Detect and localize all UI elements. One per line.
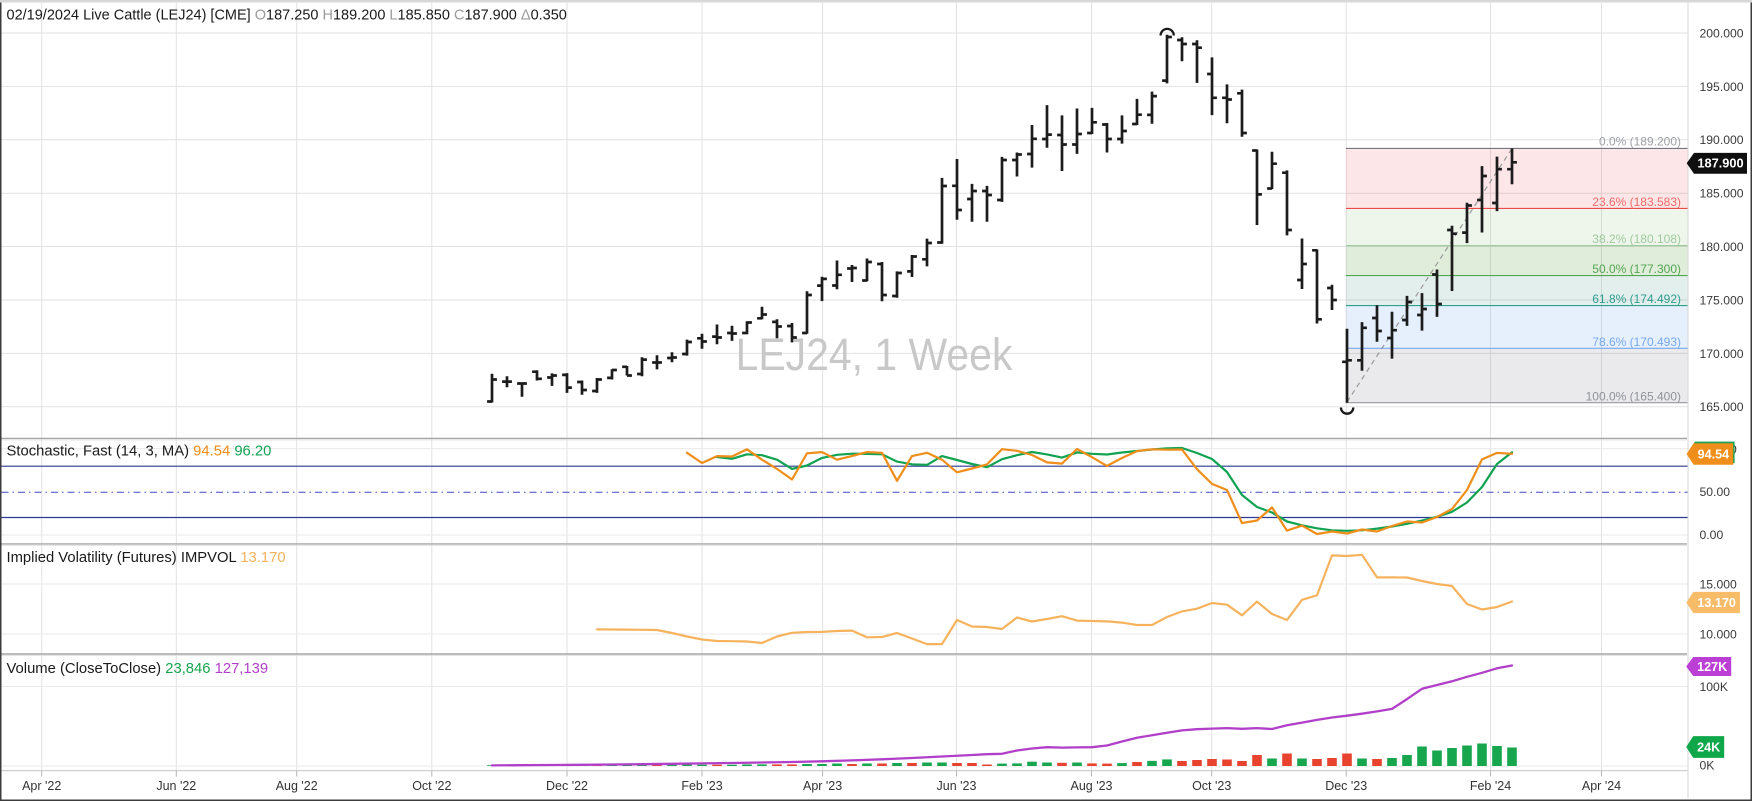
svg-text:Apr '22: Apr '22 [22, 779, 61, 793]
svg-text:100K: 100K [1700, 680, 1728, 694]
svg-text:195.000: 195.000 [1700, 80, 1744, 94]
svg-text:50.00: 50.00 [1700, 485, 1731, 499]
svg-text:94.54: 94.54 [1698, 447, 1730, 461]
svg-text:Oct '22: Oct '22 [412, 779, 451, 793]
svg-text:190.000: 190.000 [1700, 133, 1744, 147]
svg-text:38.2% (180.108): 38.2% (180.108) [1592, 232, 1681, 246]
svg-text:10.000: 10.000 [1700, 627, 1737, 641]
svg-text:200.000: 200.000 [1700, 26, 1744, 40]
svg-text:Volume (CloseToClose) 23,846: Volume (CloseToClose) 23,846 127,139 [7, 661, 269, 677]
svg-text:0.0% (189.200): 0.0% (189.200) [1599, 135, 1681, 149]
svg-text:Dec '22: Dec '22 [546, 779, 588, 793]
svg-text:127K: 127K [1697, 660, 1727, 674]
svg-text:Feb '24: Feb '24 [1470, 779, 1511, 793]
svg-text:180.000: 180.000 [1700, 240, 1744, 254]
svg-text:0K: 0K [1700, 758, 1715, 772]
svg-text:Jun '22: Jun '22 [156, 779, 196, 793]
svg-text:13.170: 13.170 [1697, 596, 1736, 610]
svg-text:78.6% (170.493): 78.6% (170.493) [1592, 335, 1681, 349]
svg-text:50.0% (177.300): 50.0% (177.300) [1592, 262, 1681, 276]
svg-text:LEJ24, 1 Week: LEJ24, 1 Week [736, 330, 1013, 380]
svg-text:Dec '23: Dec '23 [1325, 779, 1367, 793]
svg-text:23.6% (183.583): 23.6% (183.583) [1592, 195, 1681, 209]
svg-text:187.900: 187.900 [1697, 156, 1743, 171]
svg-text:175.000: 175.000 [1700, 293, 1744, 307]
svg-text:165.000: 165.000 [1700, 400, 1744, 414]
svg-text:Jun '23: Jun '23 [937, 779, 977, 793]
svg-text:100.0% (165.400): 100.0% (165.400) [1586, 389, 1681, 403]
svg-text:Oct '23: Oct '23 [1192, 779, 1231, 793]
svg-text:Aug '22: Aug '22 [276, 779, 318, 793]
svg-text:Aug '23: Aug '23 [1070, 779, 1112, 793]
svg-text:Apr '23: Apr '23 [803, 779, 842, 793]
svg-text:24K: 24K [1697, 740, 1720, 754]
svg-text:0.00: 0.00 [1700, 528, 1724, 542]
svg-text:61.8% (174.492): 61.8% (174.492) [1592, 292, 1681, 306]
svg-text:185.000: 185.000 [1700, 187, 1744, 201]
svg-text:Stochastic, Fast (14, 3, MA): Stochastic, Fast (14, 3, MA) 94.54 96.20 [7, 444, 272, 460]
svg-text:02/19/2024 Live Cattle (LEJ24): 02/19/2024 Live Cattle (LEJ24) [CME] O18… [7, 8, 567, 24]
svg-text:Implied Volatility (Futures) I: Implied Volatility (Futures) IMPVOL 13.1… [7, 550, 286, 566]
svg-text:170.000: 170.000 [1700, 347, 1744, 361]
svg-text:Apr '24: Apr '24 [1582, 779, 1621, 793]
svg-text:Feb '23: Feb '23 [681, 779, 722, 793]
svg-text:15.000: 15.000 [1700, 577, 1737, 591]
